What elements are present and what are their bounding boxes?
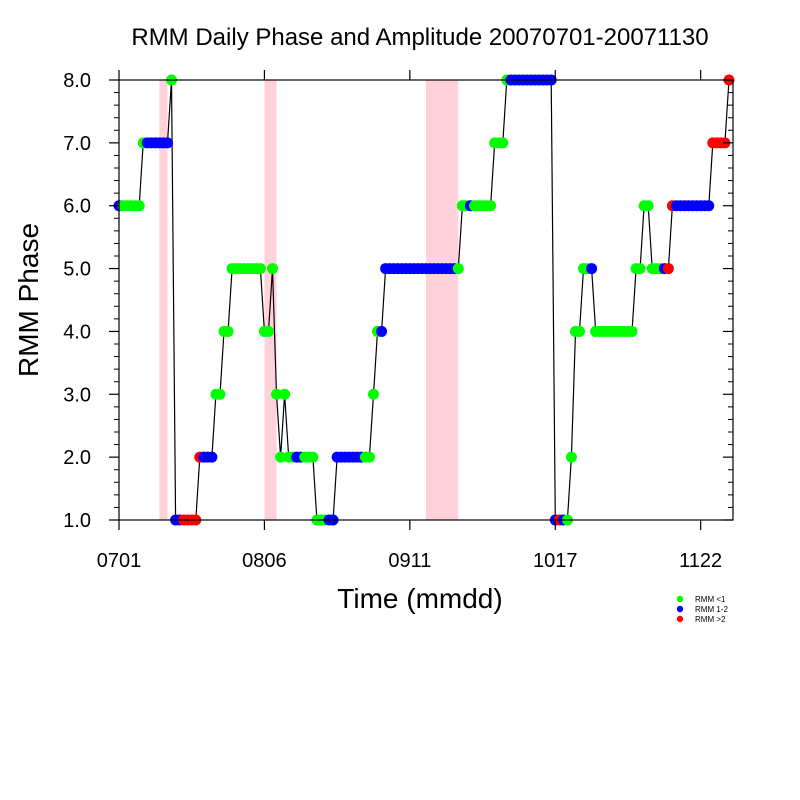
data-point [206,451,218,463]
x-tick-label: 1017 [533,550,578,572]
x-tick-label: 1122 [679,550,722,572]
chart-title: RMM Daily Phase and Amplitude 20070701-2… [131,24,708,51]
data-point [452,263,464,275]
shaded-periods [159,80,459,520]
y-tick-label: 5.0 [63,259,91,281]
x-tick-label: 0806 [242,550,287,572]
legend-marker [676,615,684,623]
legend-label: RMM <1 [695,595,726,604]
legend-label: RMM 1-2 [695,605,728,614]
data-point [485,200,497,212]
y-tick-label: 1.0 [63,510,91,532]
y-tick-label: 6.0 [63,196,91,218]
y-tick-label: 7.0 [63,133,91,155]
data-point [634,263,646,275]
data-point [497,137,509,149]
data-point [275,451,287,463]
y-tick-label: 3.0 [63,384,91,406]
data-point [262,325,274,337]
data-point [662,263,674,275]
legend-label: RMM >2 [695,615,726,624]
shaded-period [426,80,459,520]
data-point [214,388,226,400]
data-point [586,263,598,275]
plot-frame [118,79,734,521]
data-point [363,451,375,463]
x-tick-label: 0911 [388,550,431,572]
data-point [367,388,379,400]
y-tick-label: 2.0 [63,447,91,469]
data-point [279,388,291,400]
y-tick-label: 4.0 [63,321,91,343]
data-point [271,388,283,400]
legend-marker [676,605,684,613]
data-point [376,325,388,337]
data-point [565,451,577,463]
x-tick-label: 0701 [97,550,142,572]
x-axis-label: Time (mmdd) [337,583,502,614]
data-point [703,200,715,212]
legend-marker [676,595,684,603]
data-point [133,200,145,212]
data-point [267,263,278,275]
data-point [574,325,585,337]
shaded-period [159,80,168,520]
data-point [222,325,234,337]
y-tick-label: 8.0 [63,70,91,92]
data-point [307,451,319,463]
data-point [254,263,266,275]
axes: 1.0 2.0 3.0 4.0 5.0 6.0 7.0 8.0 0701 0806 0911 1017… [63,70,734,572]
y-axis-label: RMM Phase [13,223,44,377]
data-point [642,200,654,212]
data-point [161,137,173,149]
data-point [626,325,638,337]
